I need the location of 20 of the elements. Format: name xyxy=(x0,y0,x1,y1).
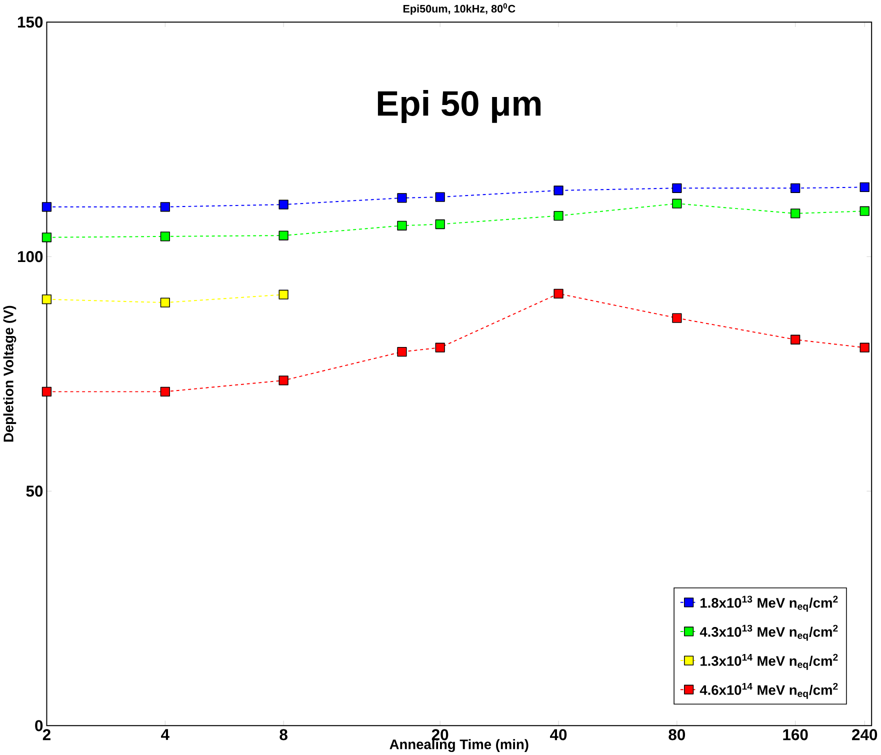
legend-label: 1.3x10$^{14}$ MeV n$_{eq}$/cm$^{2}$ xyxy=(700,654,838,670)
x-tick-label: 160 xyxy=(783,728,808,740)
x-tick-label: 40 xyxy=(550,728,567,740)
y-axis-title: Depletion Voltage (V) xyxy=(3,306,16,442)
x-tick-label: 8 xyxy=(280,728,288,740)
legend-label: 4.6x10$^{14}$ MeV n$_{eq}$/cm$^{2}$ xyxy=(700,682,838,699)
legend-label: 1.8x10$^{13}$ MeV n$_{eq}$/cm$^{2}$ xyxy=(700,596,838,612)
x-tick-label: 20 xyxy=(432,728,448,740)
x-tick-label: 240 xyxy=(852,728,878,740)
y-tick-label: 50 xyxy=(26,485,43,497)
y-tick-label: 150 xyxy=(18,16,43,28)
legend-label: 4.3x10$^{13}$ MeV n$_{eq}$/cm$^{2}$ xyxy=(700,624,838,641)
chart-title: Epi50um, 10kHz, 80$^{0}$C xyxy=(403,3,516,15)
x-tick-label: 4 xyxy=(161,728,170,740)
annotation: Epi 50 μm xyxy=(378,90,541,123)
y-tick-label: 0 xyxy=(35,720,43,732)
x-axis-title: Annealing Time (min) xyxy=(390,738,528,752)
x-tick-label: 2 xyxy=(42,728,50,740)
y-tick-label: 100 xyxy=(18,250,43,262)
x-tick-label: 80 xyxy=(668,728,686,740)
